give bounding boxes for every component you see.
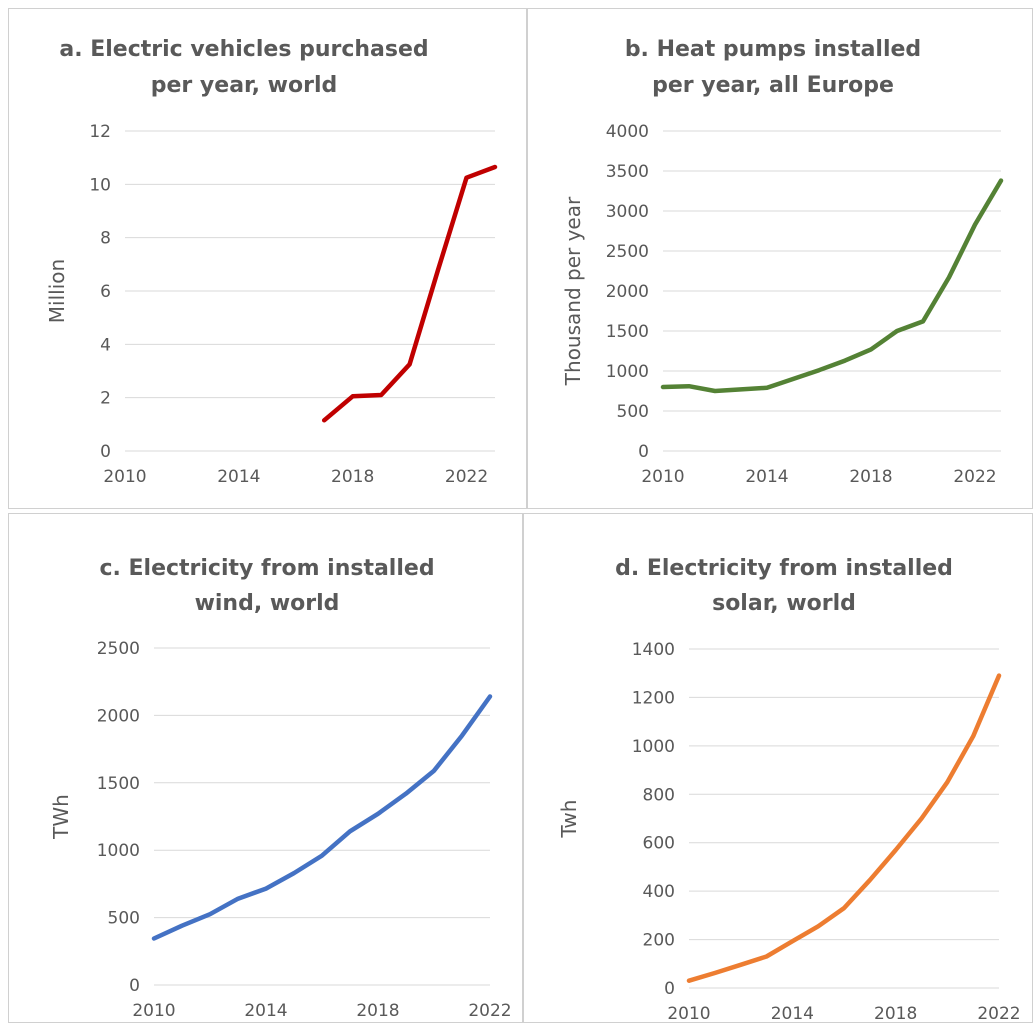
chart-d-svg: d. Electricity from installed solar, worl… bbox=[557, 556, 1021, 1024]
chart-d-xtick-2: 2018 bbox=[874, 1004, 917, 1024]
chart-a-ytick-5: 10 bbox=[89, 175, 111, 195]
chart-b-title-line-1: per year, all Europe bbox=[652, 73, 894, 98]
chart-a-title-line-0: a. Electric vehicles purchased bbox=[59, 37, 428, 62]
chart-a-xtick-2: 2018 bbox=[331, 467, 374, 487]
chart-d-series-line-0 bbox=[686, 673, 1002, 983]
chart-d-ytick-0: 0 bbox=[664, 979, 675, 999]
chart-a-xtick-3: 2022 bbox=[445, 467, 488, 487]
chart-d-ytick-6: 1200 bbox=[632, 688, 675, 708]
chart-a-svg: a. Electric vehicles purchased per year, … bbox=[45, 37, 498, 487]
chart-d-title-line-1: solar, world bbox=[712, 591, 856, 616]
chart-panel-b: b. Heat pumps installed per year, all Eur… bbox=[527, 8, 1033, 509]
chart-b-ytick-5: 2500 bbox=[606, 242, 649, 262]
chart-b-ytick-0: 0 bbox=[638, 442, 649, 462]
chart-a-title-line-1: per year, world bbox=[151, 73, 338, 98]
chart-b-xtick-1: 2014 bbox=[745, 467, 788, 487]
chart-c-xtick-1: 2014 bbox=[244, 1001, 287, 1021]
chart-b-xtick-3: 2022 bbox=[953, 467, 996, 487]
chart-b-ytick-8: 4000 bbox=[606, 122, 649, 142]
chart-d-ytick-3: 600 bbox=[643, 834, 675, 854]
chart-c-series-line-0 bbox=[151, 694, 493, 941]
chart-b-svg: b. Heat pumps installed per year, all Eur… bbox=[561, 37, 1004, 487]
chart-d-ytick-5: 1000 bbox=[632, 737, 675, 757]
chart-c-title-line-0: c. Electricity from installed bbox=[99, 556, 434, 581]
chart-b-xtick-0: 2010 bbox=[641, 467, 684, 487]
chart-b-ytick-7: 3500 bbox=[606, 162, 649, 182]
chart-c-ytick-4: 2000 bbox=[97, 706, 140, 726]
chart-c-title-line-1: wind, world bbox=[195, 591, 340, 616]
chart-panel-c: c. Electricity from installed wind, world… bbox=[8, 513, 523, 1023]
chart-a-ytick-1: 2 bbox=[100, 389, 111, 409]
chart-b-ytick-1: 500 bbox=[617, 402, 649, 422]
chart-b-series-line-0 bbox=[660, 178, 1004, 394]
chart-d-ytick-4: 800 bbox=[643, 785, 675, 805]
chart-d-title-line-0: d. Electricity from installed bbox=[615, 556, 953, 581]
chart-a-ytick-3: 6 bbox=[100, 282, 111, 302]
chart-d-ytick-7: 1400 bbox=[632, 640, 675, 660]
chart-c-xtick-3: 2022 bbox=[468, 1001, 511, 1021]
chart-panel-d: d. Electricity from installed solar, worl… bbox=[523, 513, 1033, 1024]
chart-b-title-line-0: b. Heat pumps installed bbox=[625, 37, 921, 62]
chart-c-ytick-2: 1000 bbox=[97, 841, 140, 861]
chart-c-svg: c. Electricity from installed wind, world… bbox=[49, 556, 512, 1021]
chart-b-ytick-4: 2000 bbox=[606, 282, 649, 302]
chart-c-ytick-0: 0 bbox=[129, 976, 140, 996]
chart-a-ytick-4: 8 bbox=[100, 229, 111, 249]
chart-d-ylabel: Twh bbox=[557, 800, 581, 839]
chart-a-ytick-6: 12 bbox=[89, 122, 111, 142]
chart-b-ytick-3: 1500 bbox=[606, 322, 649, 342]
chart-a-ylabel: Million bbox=[45, 259, 69, 323]
chart-a-ytick-2: 4 bbox=[100, 335, 111, 355]
chart-c-xtick-2: 2018 bbox=[356, 1001, 399, 1021]
chart-b-ytick-2: 1000 bbox=[606, 362, 649, 382]
chart-d-xtick-0: 2010 bbox=[667, 1004, 710, 1024]
chart-a-ytick-0: 0 bbox=[100, 442, 111, 462]
chart-d-xtick-1: 2014 bbox=[771, 1004, 814, 1024]
chart-b-ylabel: Thousand per year bbox=[561, 196, 585, 386]
chart-c-ytick-5: 2500 bbox=[97, 639, 140, 659]
chart-panel-a: a. Electric vehicles purchased per year, … bbox=[8, 8, 527, 509]
chart-a-series-line-0 bbox=[321, 164, 498, 423]
chart-c-ytick-1: 500 bbox=[108, 909, 140, 929]
chart-c-xtick-0: 2010 bbox=[132, 1001, 175, 1021]
chart-a-xtick-0: 2010 bbox=[103, 467, 146, 487]
chart-b-xtick-2: 2018 bbox=[849, 467, 892, 487]
chart-d-xtick-3: 2022 bbox=[977, 1004, 1020, 1024]
chart-c-ylabel: TWh bbox=[49, 794, 73, 840]
chart-b-ytick-6: 3000 bbox=[606, 202, 649, 222]
chart-a-xtick-1: 2014 bbox=[217, 467, 260, 487]
chart-c-ytick-3: 1500 bbox=[97, 774, 140, 794]
chart-d-ytick-2: 400 bbox=[643, 882, 675, 902]
chart-d-ytick-1: 200 bbox=[643, 931, 675, 951]
